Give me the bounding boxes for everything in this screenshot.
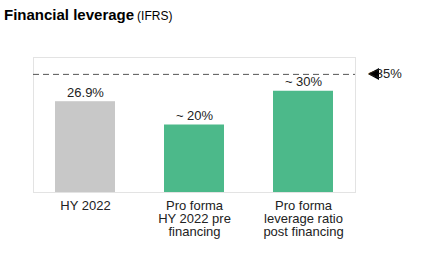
svg-text:~ 30%: ~ 30%	[285, 74, 323, 89]
svg-text:Pro formaleverage ratiopost fi: Pro formaleverage ratiopost financing	[263, 198, 343, 239]
html-text:Financial leverage(IFRS): Financial leverage(IFRS)	[4, 6, 173, 23]
svg-text:HY 2022: HY 2022	[60, 198, 110, 213]
svg-text:Pro formaHY 2022 prefinancing: Pro formaHY 2022 prefinancing	[158, 198, 231, 239]
svg-text:~ 20%: ~ 20%	[176, 108, 214, 123]
svg-text:26.9%: 26.9%	[67, 85, 104, 100]
svg-text:<35%: <35%	[368, 66, 402, 81]
